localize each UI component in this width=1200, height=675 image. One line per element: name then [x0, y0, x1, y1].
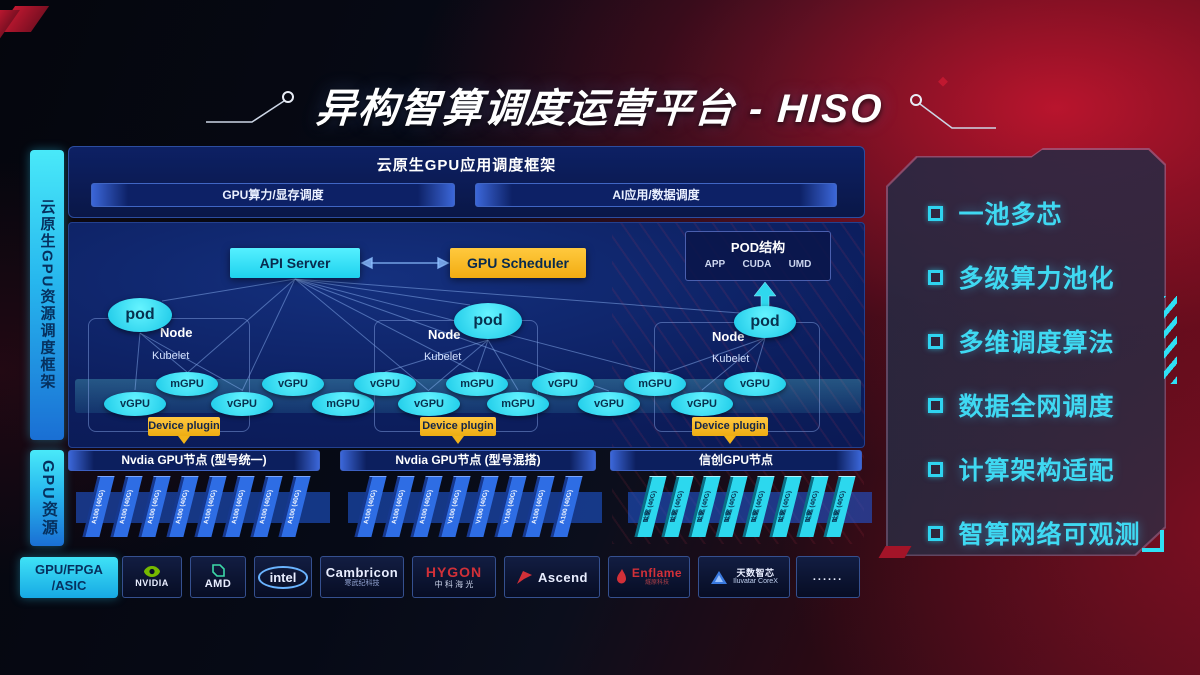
enflame-logo-icon — [616, 569, 626, 584]
vendor-ascend: Ascend — [504, 556, 600, 598]
kubelet-label: Kubelet — [712, 353, 750, 365]
nvidia-logo-icon — [143, 566, 160, 578]
vendor-subname: 中 科 海 光 — [434, 580, 474, 590]
gpu-unit: vGPU — [262, 372, 324, 396]
device-plugin-box: Device plugin — [420, 417, 496, 444]
square-bullet-icon — [928, 526, 943, 541]
gpu-unit: vGPU — [354, 372, 416, 396]
vendor-name: NVIDIA — [135, 578, 169, 589]
gpu-unit: vGPU — [724, 372, 786, 396]
gpu-unit: vGPU — [211, 392, 273, 416]
feature-item: 计算架构适配 — [928, 454, 1165, 485]
vendor-cambricon: Cambricon 寒武纪科技 — [320, 556, 404, 598]
feature-text: 多维调度算法 — [958, 329, 1115, 357]
vendor-enflame: Enflame 燧原科技 — [608, 556, 690, 598]
vendor-more: ...... — [796, 556, 860, 598]
pod-struct-title: POD结构 — [730, 240, 786, 255]
gpu-node-type-bar: 信创GPU节点 — [610, 450, 862, 471]
pod-struct-item: CUDA — [742, 259, 772, 270]
gpu-unit: mGPU — [312, 392, 374, 416]
framework-title: 云原生GPU应用调度框架 — [376, 157, 557, 174]
vendor-amd: AMD — [190, 556, 246, 598]
node-label: Node — [712, 329, 745, 344]
vendor-iluvatar: 天数智芯 Iluvatar CoreX — [698, 556, 790, 598]
gpu-unit: mGPU — [446, 372, 508, 396]
vendor-subname: 燧原科技 — [644, 580, 669, 587]
gpu-unit: vGPU — [532, 372, 594, 396]
gpu-unit: mGPU — [487, 392, 549, 416]
vendor-name: 天数智芯 — [736, 567, 775, 578]
node-label: Node — [428, 327, 461, 342]
pod-ellipse: pod — [108, 298, 172, 332]
vendor-name: HYGON — [425, 564, 483, 581]
vendor-subname: Iluvatar CoreX — [733, 578, 778, 586]
square-bullet-icon — [928, 398, 943, 413]
corner-bracket-decor — [1142, 530, 1164, 552]
square-bullet-icon — [928, 206, 943, 221]
feature-item: 多级算力池化 — [928, 262, 1165, 293]
gpu-unit: vGPU — [104, 392, 166, 416]
framework-box: 云原生GPU应用调度框架 GPU算力/显存调度 AI应用/数据调度 — [68, 146, 865, 218]
pod-ellipse: pod — [734, 306, 796, 338]
vendor-name: Enflame — [631, 565, 683, 580]
square-bullet-icon — [928, 270, 943, 285]
sidebar-label-gpu-resource: GPU资源 — [30, 450, 64, 546]
pod-struct-item: UMD — [788, 259, 812, 270]
vendor-subname: 寒武纪科技 — [344, 580, 380, 588]
chip-types-line2: /ASIC — [51, 577, 87, 593]
gpu-unit: vGPU — [671, 392, 733, 416]
gpu-node-type-bar: Nvdia GPU节点 (型号统一) — [68, 450, 320, 471]
feature-text: 智算网络可观测 — [958, 521, 1141, 549]
iluvatar-logo-icon — [711, 570, 728, 584]
vendor-nvidia: NVIDIA — [122, 556, 182, 598]
sidebar-label-scheduling-framework: 云原生GPU资源调度框架 — [30, 150, 64, 440]
feature-text: 一池多芯 — [958, 201, 1063, 229]
pod-struct-box: POD结构 APP CUDA UMD — [685, 231, 831, 281]
amd-logo-icon — [211, 564, 225, 577]
gpu-card-group-3: 昇腾 (40G) 昇腾 (40G) 昇腾 (40G) 昇腾 (40G) 昇腾 (… — [628, 472, 872, 544]
title-circuit-decor — [206, 76, 996, 129]
vendor-name: AMD — [204, 578, 232, 591]
vendor-name: Ascend — [538, 569, 588, 585]
vendor-name: Cambricon — [325, 564, 399, 580]
gpu-node-type-bar: Nvdia GPU节点 (型号混搭) — [340, 450, 596, 471]
feature-text: 数据全网调度 — [958, 393, 1115, 421]
node-label: Node — [160, 325, 193, 340]
feature-text: 多级算力池化 — [958, 265, 1115, 293]
api-server-box: API Server — [230, 248, 360, 278]
vendor-name: ...... — [812, 571, 844, 583]
gpu-unit: mGPU — [624, 372, 686, 396]
sidebar-label-chip-types: GPU/FPGA /ASIC — [20, 557, 118, 598]
gpu-card-group-1: A100 (40G) A100 (40G) A100 (40G) A100 (4… — [76, 472, 330, 544]
kubelet-label: Kubelet — [424, 351, 462, 363]
gpu-unit: vGPU — [398, 392, 460, 416]
feature-text: 计算架构适配 — [958, 457, 1115, 485]
hazard-stripes-decor — [1164, 296, 1177, 384]
kubelet-label: Kubelet — [152, 350, 190, 362]
device-plugin-box: Device plugin — [692, 417, 768, 444]
gpu-card-group-2: A100 (40G) A100 (40G) A100 (40G) V100 (4… — [348, 472, 602, 544]
vendor-intel: intel — [254, 556, 312, 598]
pod-struct-item: APP — [704, 259, 726, 270]
feature-item: 数据全网调度 — [928, 390, 1165, 421]
vendor-hygon: HYGON 中 科 海 光 — [412, 556, 496, 598]
square-bullet-icon — [928, 334, 943, 349]
device-plugin-box: Device plugin — [148, 417, 220, 444]
framework-bar-ai-app: AI应用/数据调度 — [475, 183, 837, 207]
framework-bar-gpu-compute: GPU算力/显存调度 — [91, 183, 455, 207]
gpu-unit: mGPU — [156, 372, 218, 396]
pod-ellipse: pod — [454, 303, 522, 339]
feature-item: 多维调度算法 — [928, 326, 1165, 357]
gpu-scheduler-box: GPU Scheduler — [450, 248, 586, 278]
feature-item: 智算网络可观测 — [928, 518, 1165, 549]
feature-item: 一池多芯 — [928, 198, 1165, 229]
intel-logo-icon: intel — [257, 565, 309, 589]
ascend-logo-icon — [517, 570, 533, 584]
gpu-unit: vGPU — [578, 392, 640, 416]
square-bullet-icon — [928, 462, 943, 477]
chip-types-line1: GPU/FPGA — [35, 561, 103, 577]
features-panel: 一池多芯 多级算力池化 多维调度算法 数据全网调度 计算架构适配 智算网络可观测 — [878, 148, 1166, 558]
